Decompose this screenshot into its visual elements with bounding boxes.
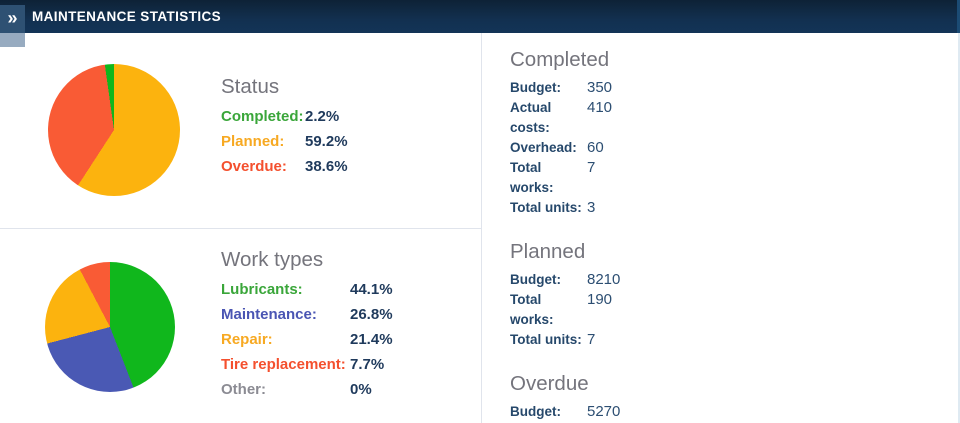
- stats-label: Total works:: [510, 160, 554, 195]
- legend-label: Planned:: [221, 133, 285, 150]
- double-chevron-right-icon: »: [7, 7, 18, 28]
- stats-row: Overhead: 60: [510, 138, 810, 158]
- legend-value: 44.1%: [350, 281, 393, 298]
- work-types-section-title: Work types: [221, 248, 324, 271]
- stats-row: Total units: 7: [510, 330, 810, 350]
- legend-row: Maintenance: 26.8%: [221, 302, 471, 327]
- stats-label: Budget:: [510, 80, 561, 95]
- stats-section: Completed Budget: 350 Actual costs: 410 Overh…: [510, 48, 810, 218]
- legend-row: Other: 0%: [221, 377, 471, 402]
- legend-label: Tire replacement:: [221, 356, 346, 373]
- stats-value: 350: [587, 79, 613, 96]
- legend-label: Completed:: [221, 108, 304, 125]
- legend-value: 38.6%: [305, 158, 348, 175]
- legend-value: 26.8%: [350, 306, 393, 323]
- legend-value: 59.2%: [305, 133, 348, 150]
- legend-label: Lubricants:: [221, 281, 303, 298]
- legend-row: Lubricants: 44.1%: [221, 277, 471, 302]
- stats-section: Planned Budget: 8210 Total works: 190 Total u…: [510, 240, 810, 350]
- collapse-button-tail: [0, 33, 25, 47]
- legend-value: 0%: [350, 381, 372, 398]
- stats-value: 190: [587, 291, 613, 308]
- horizontal-divider: [0, 228, 481, 229]
- work-types-legend-rows: Lubricants: 44.1% Maintenance: 26.8% Repair:…: [221, 277, 471, 402]
- statistics-column: Completed Budget: 350 Actual costs: 410 Overh…: [510, 48, 810, 423]
- stats-row: Budget: 5270: [510, 402, 810, 422]
- stats-label: Overhead:: [510, 140, 577, 155]
- right-edge-line: [958, 33, 960, 423]
- stats-label: Total works:: [510, 292, 554, 327]
- collapse-panel-button[interactable]: »: [0, 5, 25, 33]
- stats-label: Actual costs:: [510, 100, 552, 135]
- legend-label: Repair:: [221, 331, 273, 348]
- stats-value: 60: [587, 139, 604, 156]
- stats-label: Total units:: [510, 200, 582, 215]
- work-types-pie-chart: [45, 262, 175, 392]
- status-legend-rows: Completed: 2.2% Planned: 59.2% Overdue: 38.6%: [221, 104, 471, 179]
- status-pie-chart: [48, 64, 180, 196]
- legend-row: Overdue: 38.6%: [221, 154, 471, 179]
- legend-label: Other:: [221, 381, 266, 398]
- stats-value: 7: [587, 331, 596, 348]
- panel-title: MAINTENANCE STATISTICS: [32, 9, 222, 24]
- legend-row: Tire replacement: 7.7%: [221, 352, 471, 377]
- stats-row: Actual costs: 410: [510, 98, 810, 138]
- legend-label: Overdue:: [221, 158, 287, 175]
- legend-value: 2.2%: [305, 108, 340, 125]
- legend-value: 21.4%: [350, 331, 393, 348]
- status-legend: Status Completed: 2.2% Planned: 59.2% Overdu…: [221, 76, 471, 179]
- stats-value: 410: [587, 99, 613, 116]
- stats-label: Total units:: [510, 332, 582, 347]
- vertical-divider: [481, 33, 482, 423]
- legend-row: Completed: 2.2%: [221, 104, 471, 129]
- stats-row: Budget: 8210: [510, 270, 810, 290]
- legend-row: Planned: 59.2%: [221, 129, 471, 154]
- stats-section-title: Planned: [510, 240, 586, 263]
- stats-row: Total works: 190: [510, 290, 810, 330]
- stats-label: Budget:: [510, 272, 561, 287]
- header-right-edge: [957, 0, 960, 33]
- stats-section-title: Overdue: [510, 372, 589, 395]
- legend-row: Repair: 21.4%: [221, 327, 471, 352]
- stats-row: Total units: 3: [510, 198, 810, 218]
- stats-value: 5270: [587, 403, 621, 420]
- stats-row: Total works: 7: [510, 158, 810, 198]
- status-section-title: Status: [221, 75, 280, 98]
- stats-section-title: Completed: [510, 48, 610, 71]
- legend-label: Maintenance:: [221, 306, 317, 323]
- stats-row: Budget: 350: [510, 78, 810, 98]
- work-types-legend: Work types Lubricants: 44.1% Maintenance: 2…: [221, 249, 471, 402]
- stats-label: Budget:: [510, 404, 561, 419]
- stats-value: 7: [587, 159, 596, 176]
- stats-value: 8210: [587, 271, 621, 288]
- stats-value: 3: [587, 199, 596, 216]
- legend-value: 7.7%: [350, 356, 385, 373]
- panel-header: MAINTENANCE STATISTICS: [0, 0, 960, 33]
